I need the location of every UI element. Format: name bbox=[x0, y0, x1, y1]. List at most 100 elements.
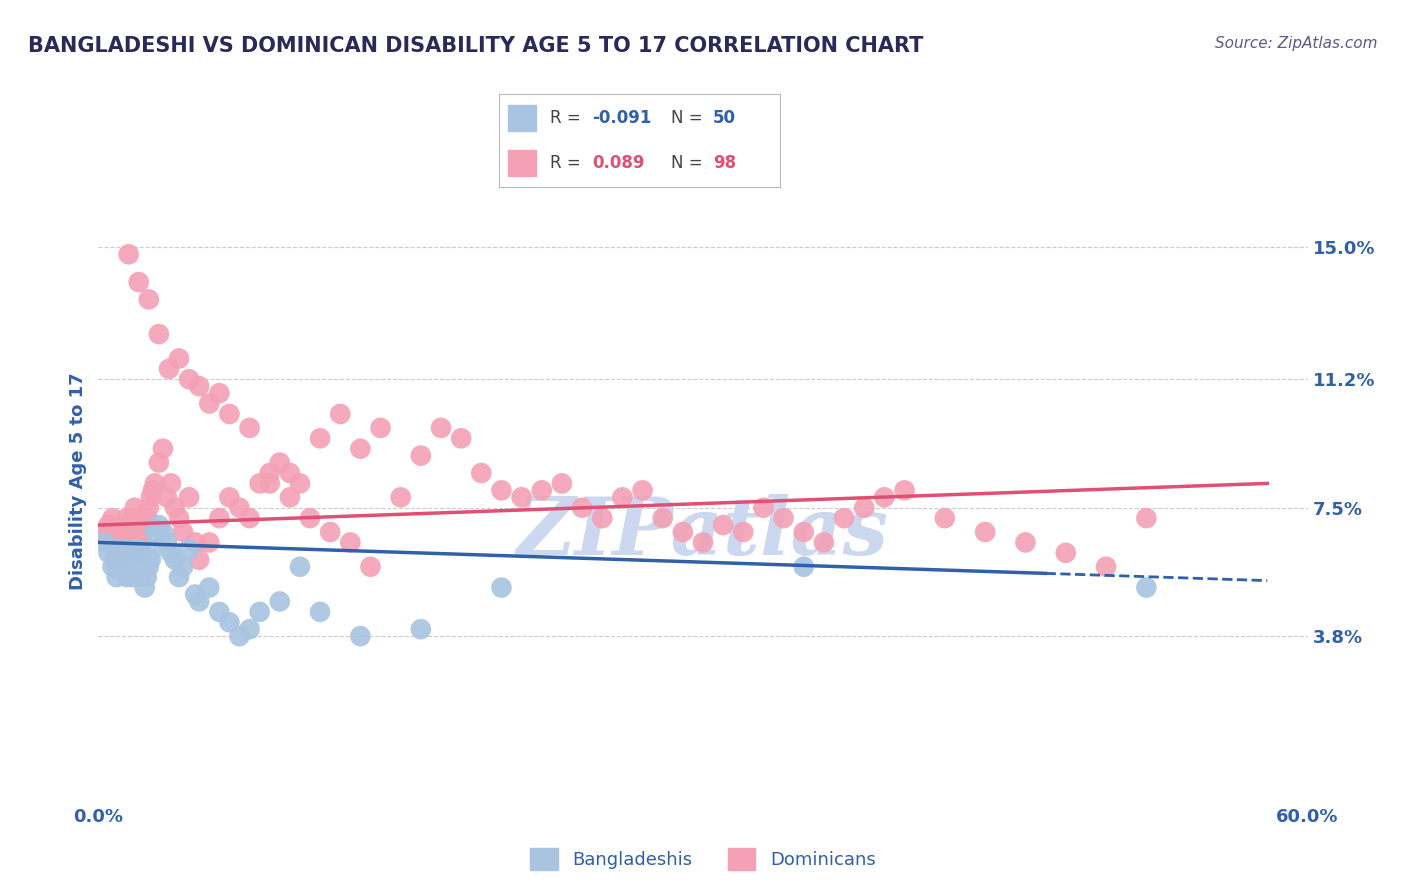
Point bbox=[309, 431, 332, 445]
Point bbox=[772, 511, 794, 525]
Point bbox=[813, 535, 835, 549]
Point bbox=[299, 511, 322, 525]
Point bbox=[491, 483, 513, 498]
Point bbox=[93, 535, 115, 549]
Point bbox=[129, 570, 152, 584]
Point bbox=[278, 466, 301, 480]
Point bbox=[389, 491, 412, 505]
Point bbox=[249, 476, 271, 491]
Point bbox=[111, 559, 134, 574]
Point bbox=[612, 491, 634, 505]
Point bbox=[163, 500, 186, 515]
Point bbox=[259, 466, 281, 480]
Point bbox=[288, 559, 311, 574]
Text: N =: N = bbox=[671, 109, 707, 127]
Text: ZIPatlas: ZIPatlas bbox=[517, 494, 889, 572]
Point bbox=[128, 542, 150, 557]
Point bbox=[692, 535, 714, 549]
Point bbox=[793, 524, 815, 539]
Point bbox=[139, 553, 162, 567]
Point bbox=[974, 524, 997, 539]
Point bbox=[157, 362, 180, 376]
Point bbox=[167, 511, 190, 525]
Point bbox=[793, 559, 815, 574]
Point bbox=[143, 476, 166, 491]
Point bbox=[110, 535, 132, 549]
Point bbox=[198, 396, 221, 410]
Point bbox=[269, 594, 291, 608]
Point bbox=[208, 386, 231, 401]
Point bbox=[129, 535, 152, 549]
Point bbox=[124, 559, 146, 574]
Point bbox=[148, 456, 170, 470]
Point bbox=[239, 622, 262, 636]
Point bbox=[269, 456, 291, 470]
Point bbox=[551, 476, 574, 491]
Point bbox=[349, 442, 371, 456]
Point bbox=[360, 559, 382, 574]
Point bbox=[142, 542, 165, 557]
Point bbox=[571, 500, 593, 515]
Point bbox=[1135, 511, 1157, 525]
Text: 50: 50 bbox=[713, 109, 735, 127]
Point bbox=[148, 327, 170, 342]
Point bbox=[107, 542, 129, 557]
Point bbox=[107, 553, 129, 567]
Point bbox=[120, 518, 142, 533]
Point bbox=[179, 491, 201, 505]
Point bbox=[1054, 546, 1077, 560]
Point bbox=[101, 559, 124, 574]
Point bbox=[97, 518, 120, 533]
Point bbox=[156, 535, 179, 549]
Point bbox=[208, 605, 231, 619]
Point bbox=[118, 553, 141, 567]
Point bbox=[128, 546, 150, 560]
Point bbox=[711, 518, 734, 533]
Text: BANGLADESHI VS DOMINICAN DISABILITY AGE 5 TO 17 CORRELATION CHART: BANGLADESHI VS DOMINICAN DISABILITY AGE … bbox=[28, 36, 924, 55]
Point bbox=[125, 553, 148, 567]
Point bbox=[179, 372, 201, 386]
Point bbox=[148, 518, 170, 533]
Point bbox=[118, 542, 141, 557]
Point bbox=[167, 570, 190, 584]
Point bbox=[329, 407, 352, 421]
Point bbox=[132, 524, 155, 539]
Point bbox=[139, 491, 162, 505]
Point bbox=[672, 524, 695, 539]
Point bbox=[530, 483, 553, 498]
Point bbox=[239, 511, 262, 525]
Point bbox=[188, 553, 211, 567]
Point bbox=[172, 559, 194, 574]
Point bbox=[138, 500, 160, 515]
Point bbox=[470, 466, 492, 480]
Text: 0.089: 0.089 bbox=[592, 154, 644, 172]
Point bbox=[198, 581, 221, 595]
Point bbox=[651, 511, 673, 525]
Point bbox=[167, 351, 190, 366]
Point bbox=[152, 442, 174, 456]
Point bbox=[218, 615, 240, 630]
Point bbox=[105, 542, 128, 557]
Point bbox=[114, 518, 136, 533]
Point bbox=[934, 511, 956, 525]
Point bbox=[143, 524, 166, 539]
Point bbox=[591, 511, 613, 525]
Point bbox=[156, 491, 179, 505]
Point bbox=[107, 563, 129, 577]
Point bbox=[138, 293, 160, 307]
Text: 98: 98 bbox=[713, 154, 735, 172]
Point bbox=[370, 421, 392, 435]
Point bbox=[172, 524, 194, 539]
Point bbox=[278, 491, 301, 505]
Point bbox=[832, 511, 855, 525]
Point bbox=[319, 524, 342, 539]
Point bbox=[239, 421, 262, 435]
Point bbox=[134, 581, 156, 595]
Point bbox=[128, 275, 150, 289]
Point bbox=[132, 563, 155, 577]
Point bbox=[93, 524, 115, 539]
Point bbox=[142, 483, 165, 498]
Point bbox=[228, 629, 250, 643]
Point bbox=[873, 491, 896, 505]
Point bbox=[110, 553, 132, 567]
